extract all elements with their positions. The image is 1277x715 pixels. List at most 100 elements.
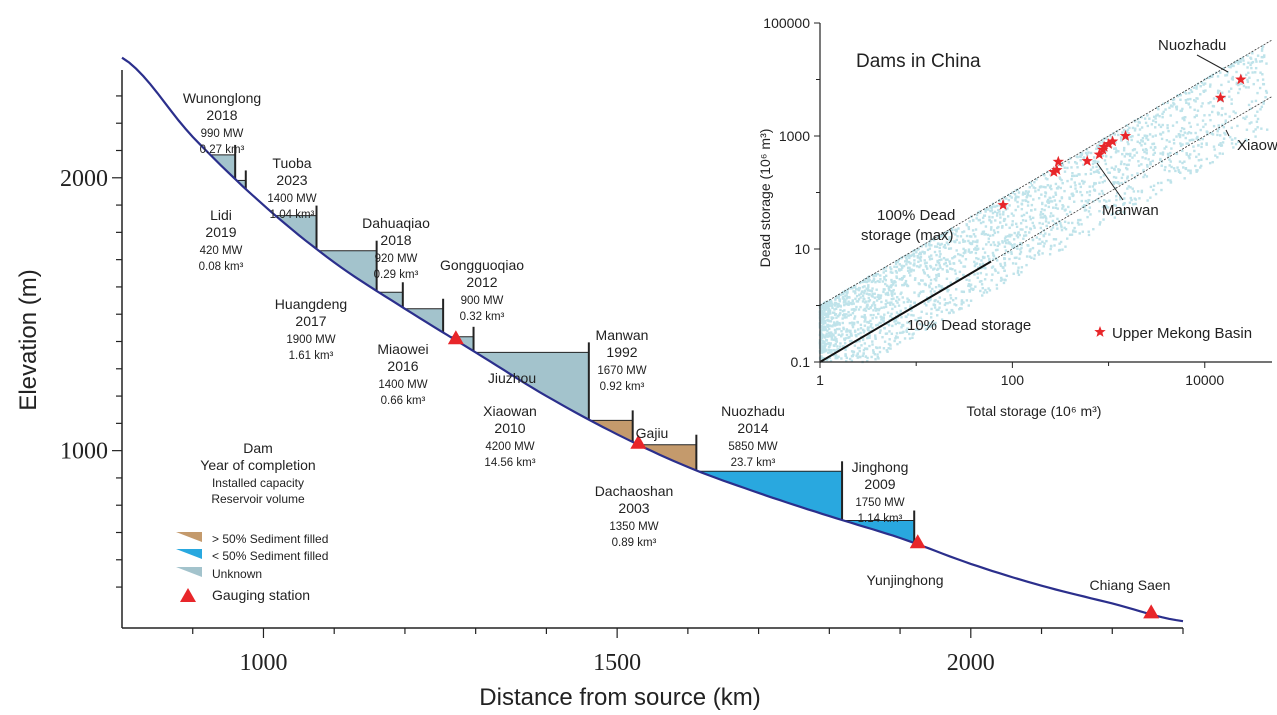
china-dam-point	[1101, 181, 1104, 184]
china-dam-point	[882, 271, 885, 274]
china-dam-point	[984, 267, 987, 270]
china-dam-point	[1187, 102, 1190, 105]
china-dam-point	[854, 308, 857, 311]
china-dam-point	[1138, 128, 1142, 131]
china-dam-point	[1080, 199, 1083, 203]
china-dam-point	[992, 258, 995, 261]
china-dam-point	[999, 221, 1002, 224]
china-dam-point	[1201, 102, 1204, 105]
china-dam-point	[1094, 170, 1098, 173]
china-dam-point	[898, 277, 901, 281]
china-dam-point	[890, 292, 893, 295]
china-dam-point	[869, 313, 873, 317]
china-dam-point	[842, 327, 845, 331]
china-dam-point	[1080, 193, 1084, 197]
china-dam-point	[1058, 176, 1061, 179]
china-dam-point	[1105, 137, 1108, 140]
china-dam-point	[929, 254, 933, 257]
china-dam-point	[851, 287, 854, 290]
china-dam-point	[920, 279, 923, 282]
china-dam-point	[1222, 67, 1226, 70]
china-dam-point	[1018, 233, 1021, 237]
china-dam-point	[1044, 177, 1048, 180]
china-dam-point	[882, 306, 886, 309]
china-dam-point	[821, 342, 824, 345]
china-dam-point	[938, 289, 942, 292]
china-dam-point	[834, 342, 837, 346]
china-dam-point	[900, 268, 903, 271]
china-dam-point	[1122, 203, 1125, 206]
china-dam-point	[1167, 129, 1170, 133]
china-dam-point	[1038, 238, 1041, 241]
china-dam-point	[1004, 241, 1008, 245]
china-dam-point	[904, 260, 907, 263]
china-dam-point	[871, 292, 874, 296]
china-dam-point	[889, 284, 893, 287]
china-dam-point	[932, 268, 935, 271]
china-dam-point	[1015, 195, 1018, 198]
china-dam-point	[1059, 224, 1063, 227]
china-dam-point	[852, 302, 855, 305]
gauging-station-chiang-saen	[1143, 604, 1160, 619]
china-dam-point	[1247, 103, 1251, 107]
china-dam-point	[1159, 152, 1162, 155]
china-dam-point	[1002, 196, 1006, 199]
china-dam-point	[1250, 61, 1253, 65]
china-dam-point	[1232, 110, 1235, 113]
china-dam-point	[837, 296, 840, 300]
china-dam-point	[954, 272, 957, 275]
china-dam-point	[940, 287, 944, 290]
china-dam-point	[844, 337, 848, 340]
china-dam-point	[871, 317, 874, 320]
china-dam-point	[1008, 235, 1012, 238]
china-dam-point	[1060, 226, 1063, 229]
china-dam-point	[885, 332, 889, 335]
china-dam-point	[898, 312, 901, 316]
china-dam-point	[1065, 213, 1069, 216]
china-dam-point	[949, 294, 952, 297]
china-dam-point	[860, 290, 864, 294]
china-dam-point	[1175, 108, 1178, 111]
china-dam-point	[961, 290, 965, 293]
china-dam-point	[917, 293, 920, 297]
china-dam-point	[825, 332, 828, 335]
china-dam-point	[822, 308, 825, 311]
china-dam-point	[1095, 165, 1098, 169]
china-dam-point	[832, 348, 835, 352]
china-dam-point	[956, 277, 959, 280]
china-dam-point	[841, 295, 845, 299]
china-dam-point	[1260, 49, 1264, 52]
china-dam-point	[903, 337, 907, 340]
china-dam-point	[1044, 220, 1048, 223]
china-dam-point	[855, 334, 858, 338]
china-dam-point	[1137, 117, 1140, 121]
china-dam-point	[1189, 153, 1192, 156]
china-dam-point	[922, 268, 925, 272]
china-dam-point	[1128, 154, 1132, 158]
dam-capacity: 920 MW	[375, 253, 418, 265]
china-dam-point	[996, 230, 1000, 234]
china-dam-point	[1184, 92, 1188, 95]
china-dam-point	[1240, 142, 1243, 145]
china-dam-point	[832, 344, 836, 347]
china-dam-point	[828, 324, 832, 327]
china-dam-point	[1195, 155, 1198, 159]
china-dam-point	[871, 287, 874, 290]
china-dam-point	[1102, 211, 1105, 214]
china-dam-point	[1020, 246, 1023, 250]
dam-year: 2014	[737, 420, 768, 436]
china-dam-point	[1108, 199, 1111, 202]
china-dam-point	[877, 296, 881, 300]
china-dam-point	[1184, 167, 1188, 170]
china-dam-point	[865, 306, 868, 309]
china-dam-point	[855, 305, 858, 309]
china-dam-point	[1037, 188, 1040, 192]
china-dam-point	[1012, 214, 1015, 217]
china-dam-point	[1056, 207, 1059, 210]
x-tick-label: 2000	[947, 650, 995, 676]
china-dam-point	[1174, 169, 1177, 173]
china-dam-point	[867, 307, 871, 310]
china-dam-point	[1162, 110, 1165, 114]
